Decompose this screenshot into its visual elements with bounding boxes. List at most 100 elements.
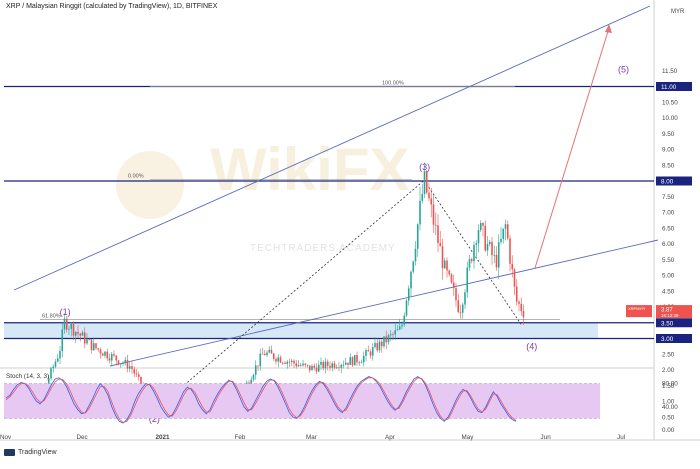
candle-body [272,353,275,359]
price-tick-label: 1.50 [662,383,675,390]
candle-body [79,333,82,336]
candle-body [376,343,379,351]
time-tick-label: Jun [541,434,552,441]
candle-body [378,341,381,351]
candle-body [320,361,322,365]
candle-body [122,363,124,364]
candle-body [52,366,55,369]
candle-body [446,260,448,271]
candle-body [488,241,491,245]
candle-body [432,204,435,225]
candle-body [374,343,376,348]
candle-body [133,369,136,374]
candle-body [369,351,372,356]
candle-body [47,378,50,384]
price-tick-label: 10.00 [662,115,678,122]
wave-label-4: (4) [526,342,537,352]
wave-label-5: (5) [618,64,629,74]
time-tick-label: 2021 [156,434,171,441]
candle-body [410,271,412,289]
candle-body [308,365,311,371]
candle-body [326,361,329,366]
candle-body [351,357,354,366]
candle-body [434,224,437,226]
wikifx-logo-icon [116,151,184,219]
price-tick-label: 5.50 [662,257,675,264]
price-tick-label: 10.50 [662,99,678,106]
candle-body [511,263,514,270]
candle-body [367,350,370,352]
candle-body [513,269,516,287]
candle-body [495,254,498,268]
candle-body [412,261,415,272]
candle-body [104,351,106,356]
candle-body [491,241,493,256]
candle-body [383,336,385,347]
time-tick-label: Dec [76,434,87,441]
candle-body [81,332,84,336]
price-tick-label: 9.50 [662,131,675,138]
candle-body [115,355,118,361]
fib-label-2: 61.80% [42,314,61,320]
candle-body [441,246,444,269]
candle-body [248,382,250,384]
price-tick-label: 0.50 [662,414,675,421]
last-price-badge [656,305,692,319]
time-tick-label: Jul [617,434,625,441]
candle-body [117,360,120,365]
candle-body [457,300,460,313]
candle-body [311,365,313,371]
candle-body [106,351,109,359]
candle-body [50,368,52,379]
candle-body [401,324,403,327]
level-badge-text-3.00: 3.00 [661,336,674,343]
price-tick-label: 5.00 [662,273,675,280]
candle-body [450,274,453,283]
chart-title: XRP / Malaysian Ringgit (calculated by T… [6,3,218,10]
candle-body [331,363,334,368]
candle-body [360,362,363,364]
support-zone [4,322,598,339]
candle-body [286,361,289,364]
candle-body [88,339,91,341]
candle-body [423,171,426,194]
candle-body [317,364,320,372]
candle-body [275,358,277,362]
candle-body [302,363,304,366]
candle-body [482,223,484,226]
candle-body [405,300,408,316]
candle-body [419,200,421,225]
candle-body [95,343,97,349]
candle-body [466,267,469,293]
candle-body [74,331,77,336]
price-tick-label: 6.00 [662,241,675,248]
symbol-badge [626,305,652,318]
candle-body [344,362,347,365]
candle-body [315,367,318,372]
candle-body [443,260,446,269]
candle-body [448,270,451,275]
candle-body [455,288,457,301]
candle-body [131,366,133,370]
price-tick-label: 11.50 [662,68,678,75]
candle-body [101,353,104,356]
candle-body [353,355,356,366]
price-tick-label: 8.50 [662,162,675,169]
candle-body [140,376,142,386]
wikifx-watermark: WikiFX [210,136,409,203]
candle-body [439,243,442,247]
level-badge-3.00 [656,334,692,343]
candle-body [126,359,129,369]
candle-body [110,354,113,361]
level-badge-3.50 [656,318,692,328]
candle-body [83,332,86,344]
level-badge-11.00 [656,82,692,91]
candle-body [380,341,383,347]
candle-body [290,360,293,362]
candle-body [358,362,361,364]
candle-body [486,244,489,251]
fib-label-0: 100.00% [382,81,404,87]
candle-body [461,304,464,313]
